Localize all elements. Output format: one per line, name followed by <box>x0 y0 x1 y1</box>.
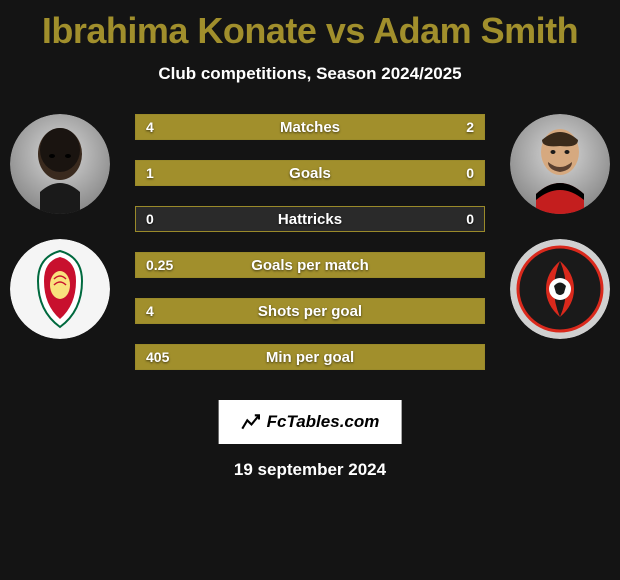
stat-label: Shots per goal <box>136 299 484 323</box>
stat-row: 00Hattricks <box>135 206 485 232</box>
club-right-logo <box>510 239 610 339</box>
title-vs: vs <box>316 10 373 51</box>
stat-label: Min per goal <box>136 345 484 369</box>
stat-label: Matches <box>136 115 484 139</box>
stat-label: Goals per match <box>136 253 484 277</box>
player-right-avatar <box>510 114 610 214</box>
stat-label: Goals <box>136 161 484 185</box>
stat-row: 4Shots per goal <box>135 298 485 324</box>
stat-row: 10Goals <box>135 160 485 186</box>
brand-text: FcTables.com <box>267 412 380 432</box>
comparison-bars: 42Matches 10Goals 00Hattricks 0.25Goals per… <box>135 114 485 390</box>
page-title: Ibrahima Konate vs Adam Smith <box>0 0 620 52</box>
title-player-left: Ibrahima Konate <box>42 10 317 51</box>
stat-row: 0.25Goals per match <box>135 252 485 278</box>
stat-row: 405Min per goal <box>135 344 485 370</box>
subtitle: Club competitions, Season 2024/2025 <box>0 64 620 84</box>
date-text: 19 september 2024 <box>0 460 620 480</box>
player-left-avatar <box>10 114 110 214</box>
stat-label: Hattricks <box>136 207 484 231</box>
brand-badge: FcTables.com <box>219 400 402 444</box>
club-left-logo <box>10 239 110 339</box>
title-player-right: Adam Smith <box>373 10 578 51</box>
brand-icon <box>241 412 261 432</box>
stat-row: 42Matches <box>135 114 485 140</box>
